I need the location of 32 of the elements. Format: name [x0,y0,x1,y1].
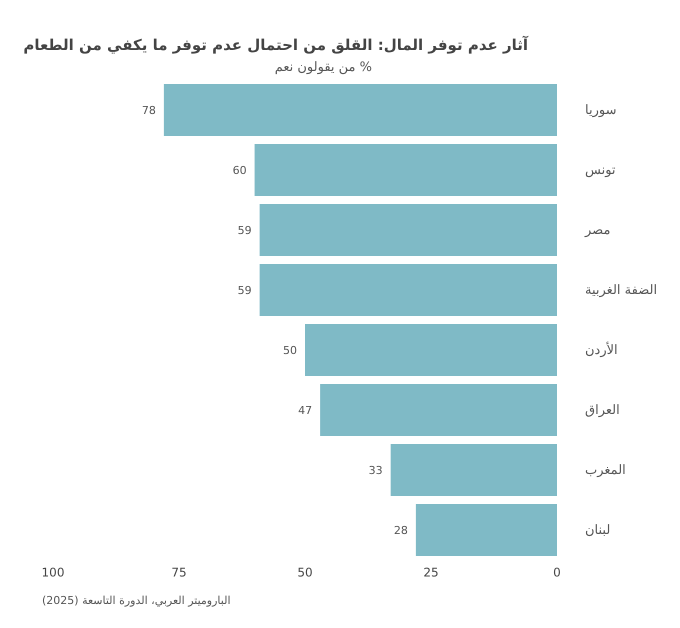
x-tick-label: 50 [297,566,313,580]
data-label: 60 [232,164,247,177]
x-tick-label: 0 [553,566,561,580]
bar [416,504,557,556]
y-tick-label: لبنان [585,523,610,538]
y-tick-label: الضفة الغربية [585,283,658,298]
chart-subtitle: % من يقولون نعم [274,60,372,75]
x-tick-label: 25 [423,566,439,580]
y-tick-label: المغرب [585,463,626,478]
y-tick-label: تونس [585,163,616,178]
bar [390,444,557,496]
bar [260,204,557,256]
data-label: 50 [283,344,297,357]
data-label: 47 [298,404,312,417]
y-tick-label: سوريا [585,103,616,118]
bar [305,324,557,376]
bar [254,144,557,196]
bar [320,384,557,436]
data-label: 33 [368,464,383,477]
y-tick-label: مصر [584,223,610,238]
data-label: 78 [142,104,156,117]
bar [260,264,557,316]
text: الباروميتر العربي، الدورة التاسعة (2025) [42,594,231,607]
y-tick-label: الأردن [585,341,618,358]
x-tick-label: 100 [42,566,64,580]
data-label: 59 [238,284,252,297]
y-tick-label: العراق [585,403,620,418]
data-label: 59 [238,224,252,237]
data-label: 28 [394,524,408,537]
chart-title: آثار عدم توفر المال: القلق من احتمال عدم توفر ما يكفي من الطعام [23,36,528,54]
x-tick-label: 75 [171,566,187,580]
bar [164,84,557,136]
